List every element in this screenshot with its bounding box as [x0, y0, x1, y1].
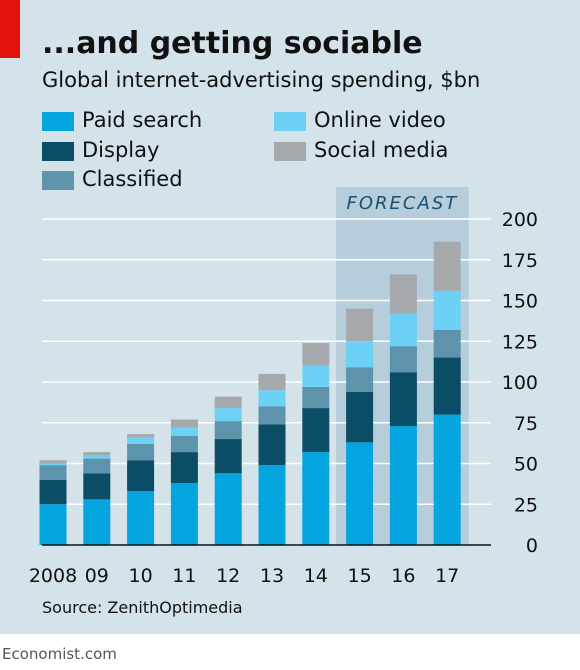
- legend-swatch-paid-search: [42, 112, 74, 131]
- bar-classified-11: [170, 435, 198, 453]
- y-tick-label: 50: [514, 454, 538, 476]
- legend-label-online-video: Online video: [314, 108, 446, 132]
- bar-display-16: [389, 372, 417, 427]
- bar-display-13: [258, 424, 286, 466]
- red-accent-tag: [0, 0, 20, 58]
- bar-social-media-13: [258, 373, 286, 391]
- bar-display-11: [170, 452, 198, 484]
- bar-paid-search-11: [170, 483, 198, 545]
- bar-classified-16: [389, 346, 417, 373]
- x-tick-label: 14: [304, 565, 328, 587]
- bar-display-14: [302, 408, 330, 453]
- y-tick-label: 75: [514, 413, 538, 435]
- bar-paid-search-09: [83, 499, 111, 545]
- bar-social-media-2008: [39, 460, 67, 464]
- bar-paid-search-16: [389, 426, 417, 545]
- footer-credit: Economist.com: [2, 645, 117, 663]
- bar-display-17: [433, 357, 461, 415]
- stacked-bar-chart: FORECAST 0 25 50 75 100 125 150 175 200 2008 09 10 11…: [29, 187, 538, 587]
- y-tick-label: 0: [526, 535, 538, 557]
- bar-display-12: [214, 439, 242, 474]
- bar-paid-search-17: [433, 414, 461, 545]
- y-tick-label: 150: [502, 291, 538, 313]
- legend-swatch-online-video: [274, 112, 306, 131]
- bar-online-video-12: [214, 408, 242, 422]
- bar-classified-09: [83, 458, 111, 474]
- bar-social-media-15: [346, 308, 374, 342]
- chart-subtitle: Global internet-advertising spending, $b…: [42, 68, 481, 92]
- y-tick-label: 100: [502, 372, 538, 394]
- bar-display-15: [346, 391, 374, 443]
- bar-social-media-10: [127, 434, 155, 438]
- bar-classified-12: [214, 421, 242, 440]
- bar-display-09: [83, 473, 111, 500]
- bar-paid-search-2008: [39, 504, 67, 545]
- bar-online-video-13: [258, 390, 286, 407]
- bar-social-media-16: [389, 274, 417, 314]
- bar-classified-13: [258, 406, 286, 425]
- legend-label-classified: Classified: [82, 167, 183, 191]
- bar-classified-2008: [39, 465, 67, 480]
- y-tick-label: 25: [514, 494, 538, 516]
- bar-social-media-14: [302, 342, 330, 366]
- bar-social-media-09: [83, 452, 111, 456]
- bar-classified-15: [346, 367, 374, 392]
- bar-online-video-17: [433, 290, 461, 330]
- bar-paid-search-14: [302, 452, 330, 545]
- legend-label-social-media: Social media: [314, 138, 449, 162]
- x-tick-label: 11: [172, 565, 196, 587]
- bar-classified-14: [302, 386, 330, 409]
- y-tick-label: 175: [502, 250, 538, 272]
- x-tick-label: 10: [129, 565, 153, 587]
- bar-social-media-11: [170, 419, 198, 428]
- bar-online-video-15: [346, 341, 374, 368]
- source-note: Source: ZenithOptimedia: [42, 598, 243, 617]
- x-tick-label: 12: [216, 565, 240, 587]
- bar-online-video-11: [170, 427, 198, 436]
- bar-paid-search-15: [346, 442, 374, 545]
- legend-label-paid-search: Paid search: [82, 108, 203, 132]
- bar-online-video-2008: [39, 463, 67, 466]
- bar-paid-search-12: [214, 473, 242, 545]
- x-tick-label: 15: [348, 565, 372, 587]
- bar-paid-search-13: [258, 465, 286, 545]
- chart-title: ...and getting sociable: [42, 26, 423, 61]
- forecast-label: FORECAST: [347, 193, 459, 214]
- bar-display-2008: [39, 479, 67, 505]
- bar-display-10: [127, 460, 155, 492]
- bar-online-video-10: [127, 437, 155, 444]
- x-tick-label: 13: [260, 565, 284, 587]
- x-tick-label: 16: [391, 565, 415, 587]
- legend-swatch-social-media: [274, 142, 306, 161]
- bar-online-video-09: [83, 455, 111, 459]
- legend-swatch-classified: [42, 171, 74, 190]
- bar-classified-17: [433, 329, 461, 358]
- legend-label-display: Display: [82, 138, 160, 162]
- x-tick-label: 2008: [29, 565, 77, 587]
- bar-paid-search-10: [127, 491, 155, 545]
- x-tick-label: 09: [85, 565, 109, 587]
- bar-online-video-14: [302, 365, 330, 387]
- y-tick-label: 125: [502, 331, 538, 353]
- bar-classified-10: [127, 443, 155, 461]
- bar-social-media-17: [433, 241, 461, 291]
- bar-social-media-12: [214, 396, 242, 409]
- y-tick-label: 200: [502, 209, 538, 231]
- bar-online-video-16: [389, 313, 417, 347]
- x-tick-label: 17: [435, 565, 459, 587]
- legend-swatch-display: [42, 142, 74, 161]
